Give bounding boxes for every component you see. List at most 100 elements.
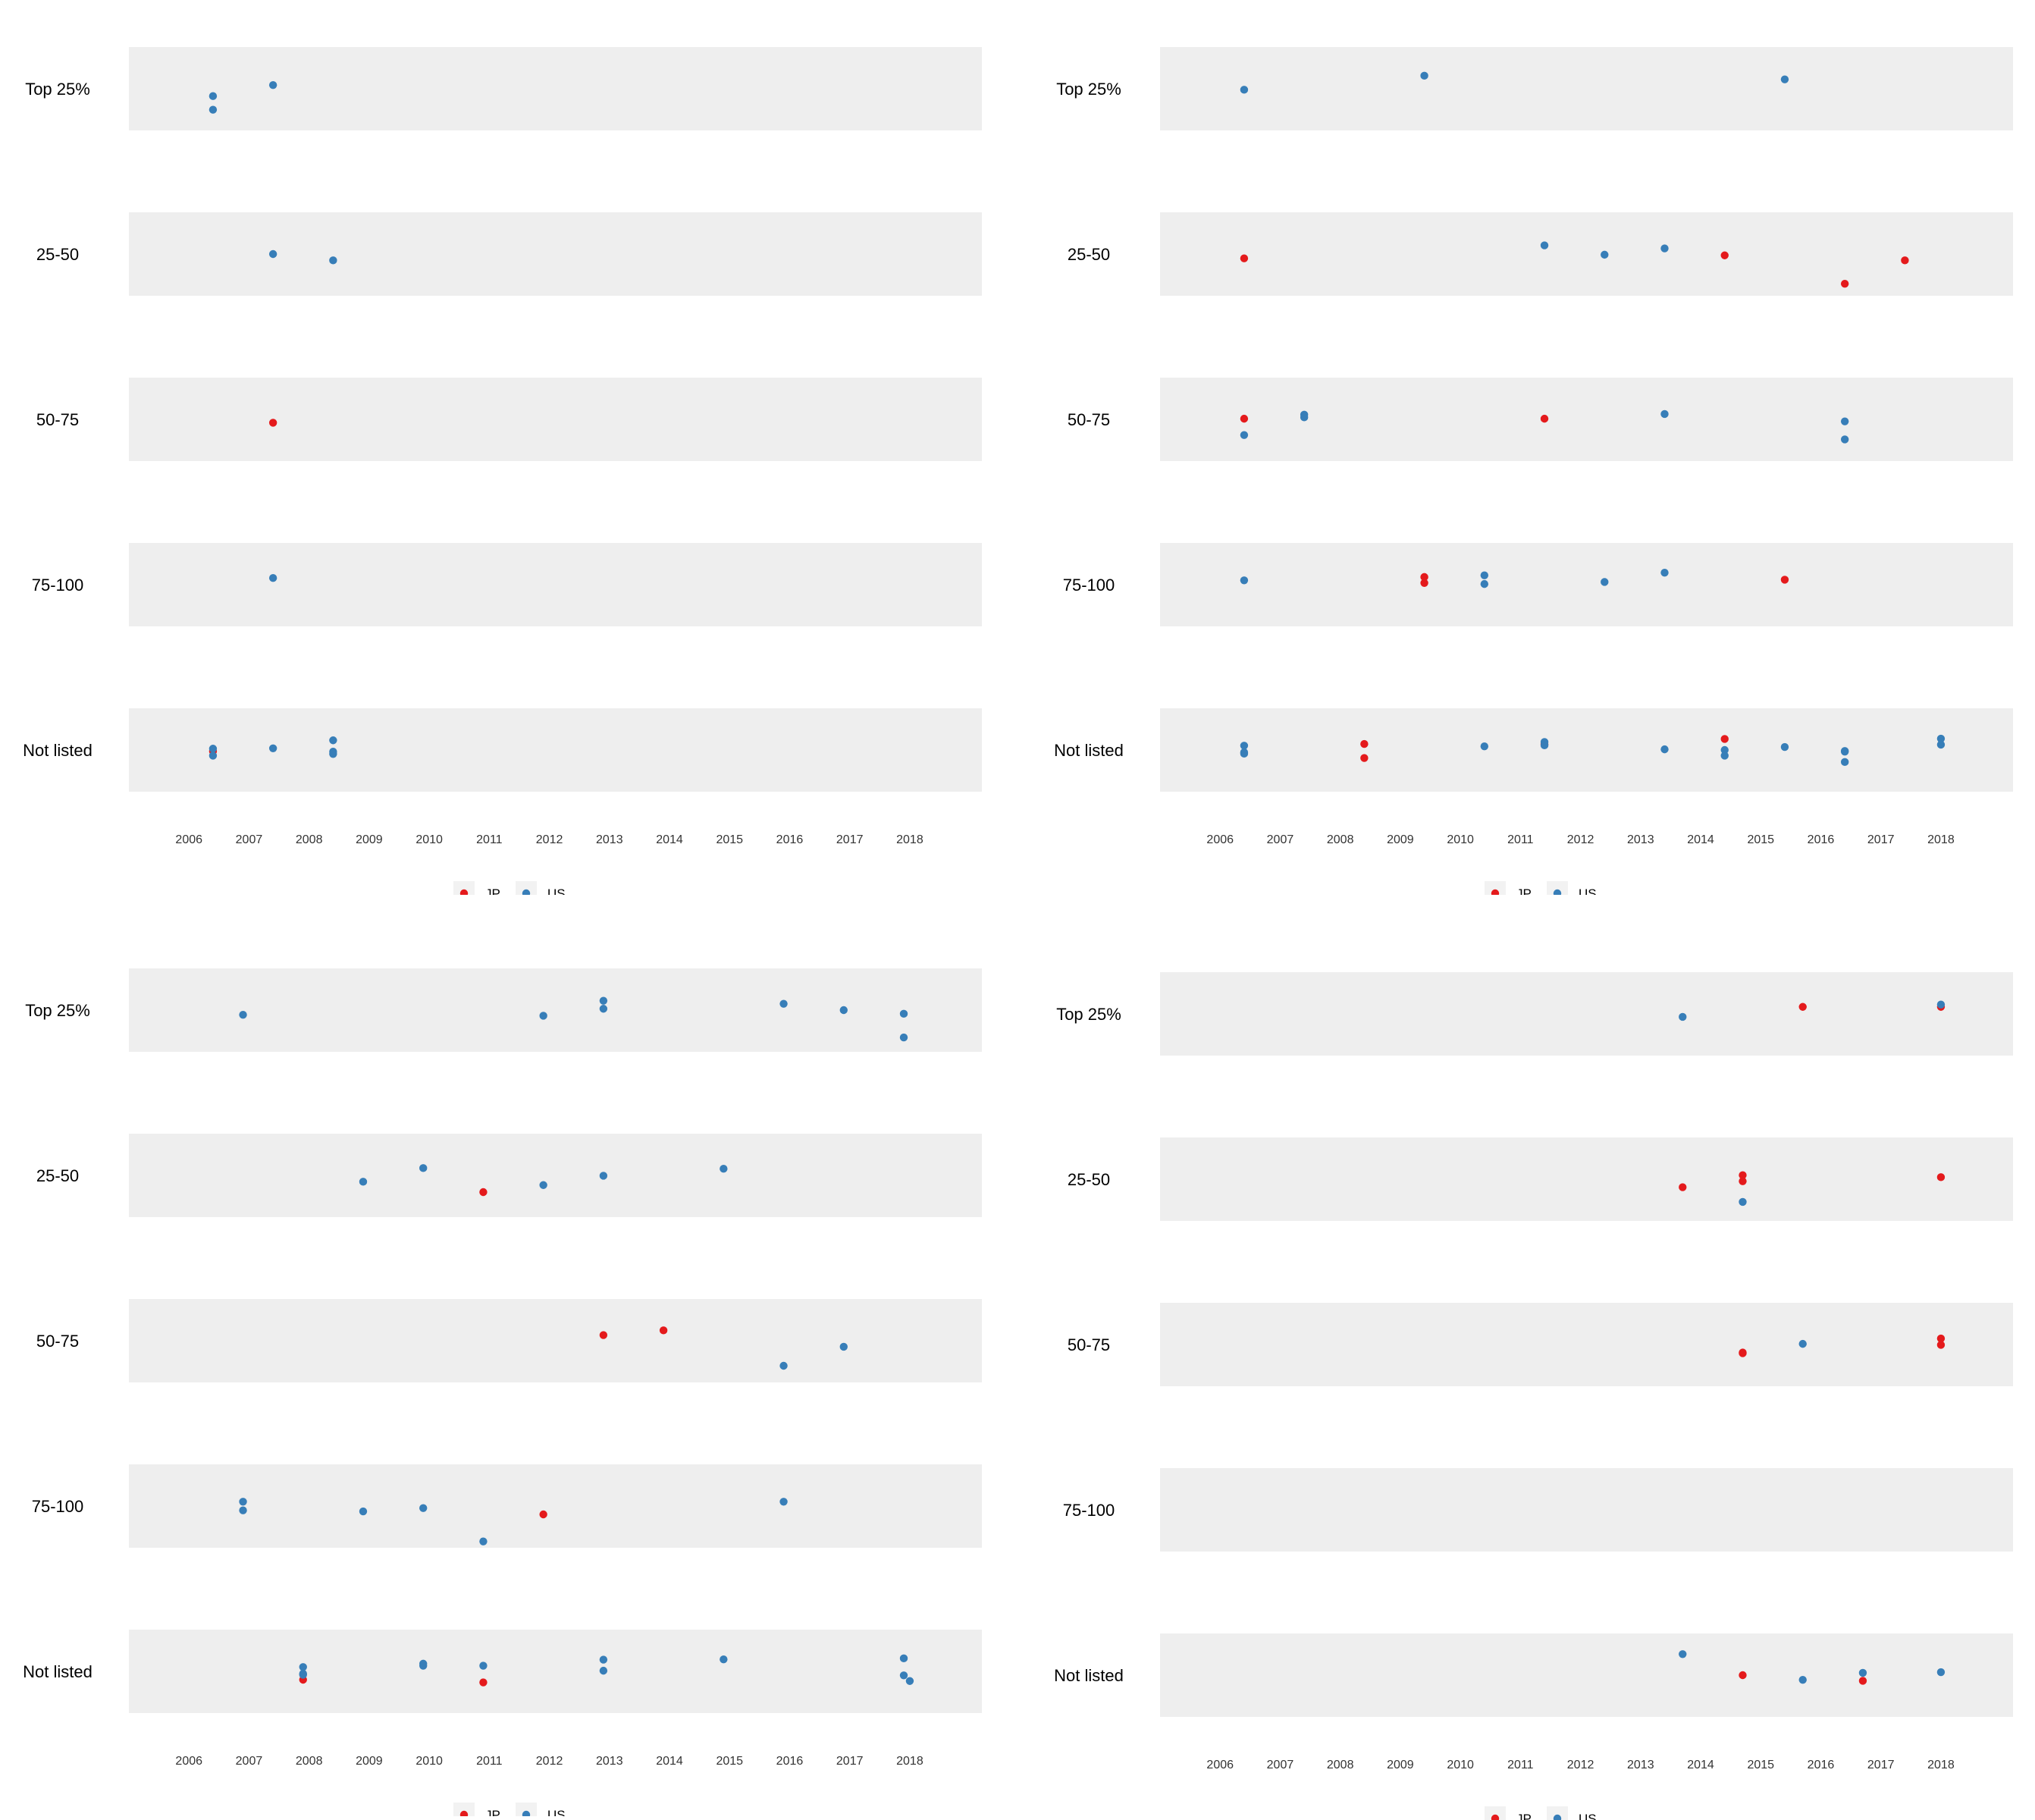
data-point-us	[209, 105, 218, 114]
data-point-us	[1739, 1197, 1747, 1207]
category-label: 50-75	[36, 410, 79, 429]
category-label: 50-75	[36, 1332, 79, 1351]
legend-marker-us	[522, 889, 531, 895]
data-point-us	[1480, 742, 1489, 751]
x-tick-label: 2013	[596, 833, 623, 846]
data-point-us	[899, 1671, 908, 1680]
data-point-us	[779, 999, 788, 1008]
data-point-jp	[1936, 1341, 1946, 1349]
x-tick-label: 2015	[1747, 833, 1774, 846]
data-point-jp	[1360, 739, 1369, 748]
x-tick-label: 2015	[716, 833, 743, 846]
x-tick-label: 2018	[1927, 1759, 1955, 1771]
x-tick-label: 2018	[1927, 833, 1955, 846]
data-point-us	[299, 1663, 307, 1671]
data-point-us	[539, 1012, 547, 1020]
category-label: Not listed	[23, 741, 92, 760]
data-point-us	[299, 1671, 307, 1679]
data-point-us	[239, 1010, 247, 1019]
data-point-us	[1840, 435, 1849, 444]
x-tick-label: 2013	[1627, 1759, 1654, 1771]
category-label: 25-50	[36, 1166, 79, 1185]
legend-key-jp	[1485, 1806, 1506, 1820]
data-point-us	[1540, 741, 1549, 750]
data-point-jp	[1679, 1183, 1687, 1191]
data-point-us	[329, 750, 337, 758]
data-point-us	[1720, 745, 1729, 755]
category-label: Not listed	[1054, 1666, 1124, 1685]
category-band	[1160, 378, 2013, 461]
x-tick-label: 2010	[415, 833, 443, 846]
data-point-jp	[1720, 251, 1729, 259]
data-point-jp	[1240, 414, 1249, 423]
x-tick-label: 2007	[236, 833, 263, 846]
scatter-panel-4: Top 25% 25-50 50-75 75-100 Not listed 2006 200…	[1054, 972, 2013, 1820]
data-point-us	[1720, 752, 1729, 760]
x-tick-label: 2016	[1808, 1759, 1835, 1771]
data-point-us	[1420, 71, 1428, 80]
x-tick-label: 2008	[1327, 833, 1354, 846]
x-tick-label: 2018	[896, 1755, 923, 1768]
x-tick-label: 2011	[1507, 1759, 1534, 1771]
data-point-us	[1540, 241, 1549, 249]
data-point-us	[720, 1165, 728, 1173]
category-band	[129, 1299, 982, 1382]
legend-marker-jp	[459, 1810, 469, 1816]
legend-label-us: US	[1579, 1812, 1597, 1820]
data-point-us	[1660, 745, 1669, 754]
x-tick-label: 2017	[836, 833, 864, 846]
data-point-us	[899, 1009, 908, 1018]
x-tick-label: 2012	[1567, 833, 1594, 846]
data-point-jp	[1540, 414, 1549, 423]
category-label: 50-75	[1068, 410, 1110, 429]
category-label: 75-100	[32, 576, 84, 595]
x-tick-label: 2017	[836, 1755, 864, 1768]
data-point-us	[599, 996, 608, 1005]
category-band	[129, 1630, 982, 1713]
legend-label-jp: JP	[485, 886, 500, 895]
data-point-us	[479, 1662, 488, 1670]
x-tick-label: 2009	[1387, 833, 1414, 846]
x-tick-label: 2007	[236, 1755, 263, 1768]
category-band	[129, 1134, 982, 1217]
data-point-us	[268, 574, 278, 582]
x-tick-label: 2010	[1447, 833, 1474, 846]
x-tick-label: 2015	[716, 1755, 743, 1768]
legend-label-jp: JP	[1516, 1812, 1532, 1820]
data-point-us	[268, 744, 278, 752]
data-point-jp	[1936, 1173, 1946, 1181]
legend-label-us: US	[547, 1808, 566, 1816]
data-point-us	[899, 1033, 908, 1042]
data-point-us	[1798, 1675, 1807, 1684]
x-tick-label: 2010	[415, 1755, 443, 1768]
data-point-us	[779, 1498, 788, 1506]
data-point-us	[329, 736, 337, 745]
legend-label-jp: JP	[485, 1808, 500, 1816]
legend-key-jp	[453, 1803, 475, 1816]
data-point-us	[1780, 75, 1789, 83]
legend-marker-us	[1553, 889, 1562, 895]
data-point-jp	[1901, 256, 1909, 265]
category-label: 50-75	[1068, 1335, 1110, 1354]
legend-label-us: US	[547, 886, 566, 895]
data-point-us	[359, 1507, 368, 1516]
data-point-us	[1936, 740, 1946, 749]
category-label: Top 25%	[1056, 1005, 1121, 1024]
data-point-us	[268, 80, 278, 89]
x-tick-label: 2011	[476, 833, 503, 846]
data-point-us	[1679, 1650, 1687, 1658]
x-tick-label: 2016	[1808, 833, 1835, 846]
x-tick-label: 2006	[175, 1755, 202, 1768]
x-tick-label: 2011	[1507, 833, 1534, 846]
category-label: 25-50	[1068, 1170, 1110, 1189]
x-tick-label: 2009	[356, 1755, 383, 1768]
x-tick-label: 2012	[1567, 1759, 1594, 1771]
data-point-us	[1660, 568, 1669, 577]
data-point-us	[839, 1006, 848, 1015]
data-point-us	[599, 1172, 608, 1180]
data-point-jp	[1739, 1177, 1747, 1185]
legend-key-us	[516, 881, 537, 895]
category-band	[129, 212, 982, 296]
data-point-us	[419, 1164, 428, 1172]
